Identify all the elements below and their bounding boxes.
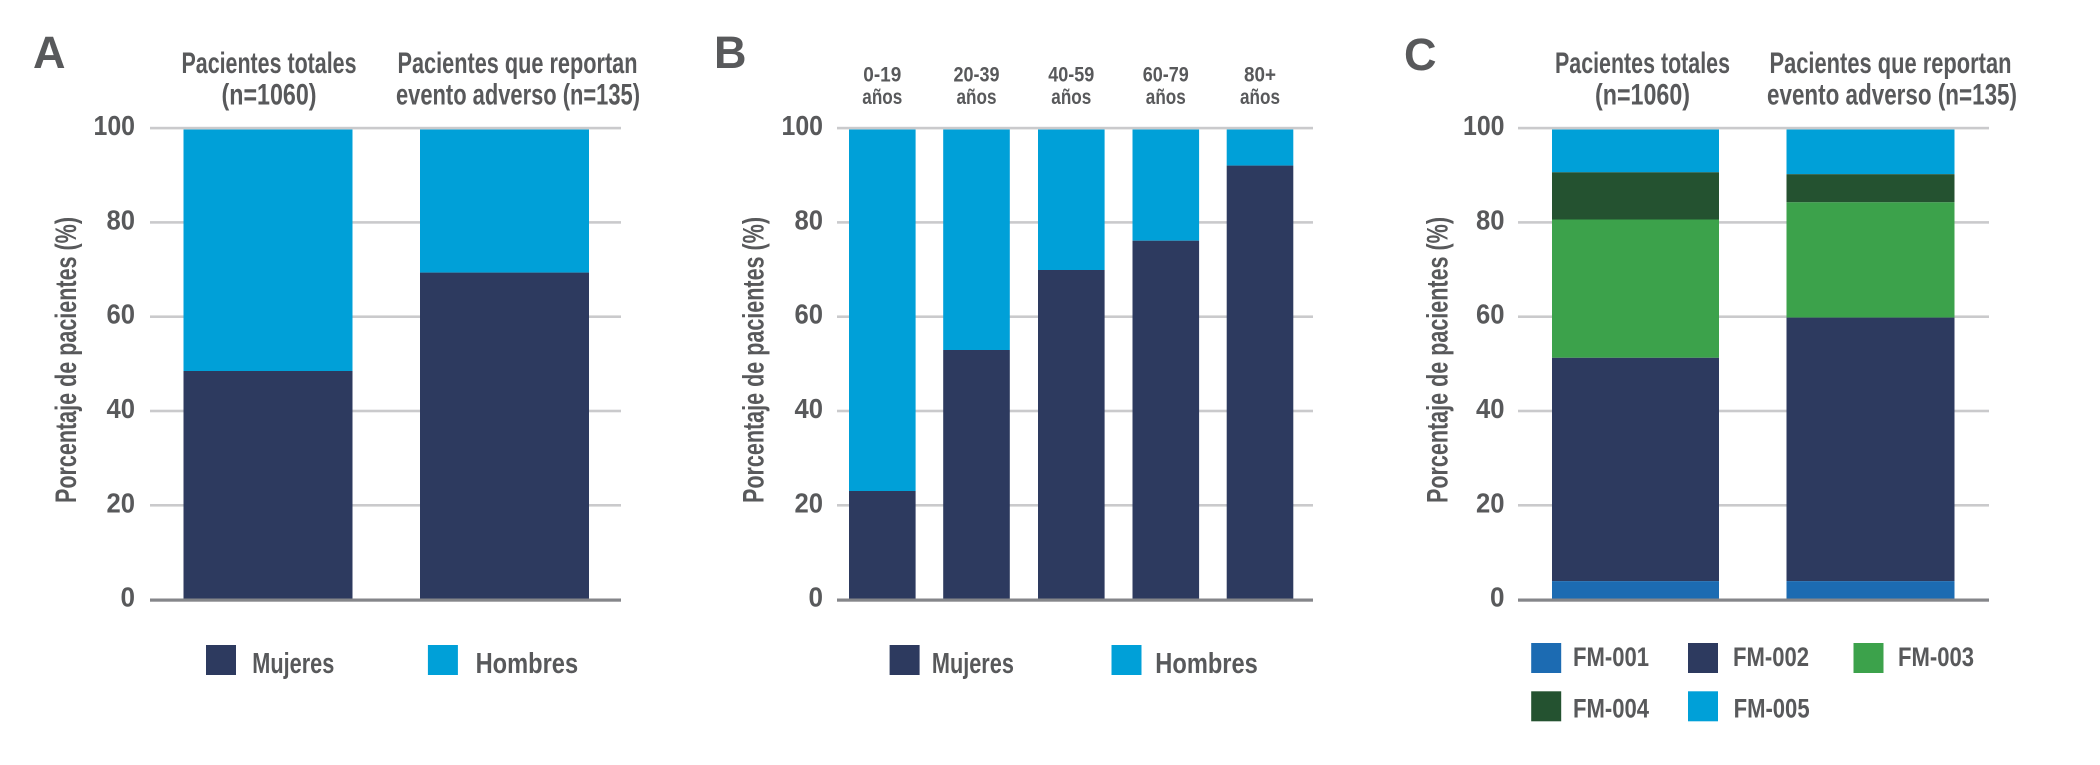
svg-text:0: 0 (121, 582, 136, 613)
svg-text:100: 100 (782, 110, 824, 141)
svg-text:40: 40 (107, 393, 136, 424)
svg-text:100: 100 (94, 110, 136, 141)
svg-text:Porcentaje de pacientes (%): Porcentaje de pacientes (%) (50, 217, 83, 503)
svg-text:A: A (33, 27, 66, 78)
svg-text:20-39: 20-39 (954, 63, 1000, 87)
svg-text:FM-002: FM-002 (1733, 642, 1809, 672)
svg-text:Mujeres: Mujeres (252, 648, 334, 680)
svg-text:Pacientes que reportan: Pacientes que reportan (1770, 47, 2012, 80)
svg-text:años: años (957, 85, 997, 109)
svg-text:0: 0 (1490, 582, 1505, 613)
svg-text:FM-005: FM-005 (1734, 693, 1810, 723)
svg-text:40: 40 (1476, 393, 1505, 424)
svg-text:FM-004: FM-004 (1573, 693, 1649, 723)
svg-text:40: 40 (795, 393, 824, 424)
svg-text:20: 20 (795, 487, 824, 518)
svg-text:Pacientes que reportan: Pacientes que reportan (398, 47, 638, 80)
svg-text:40-59: 40-59 (1048, 63, 1094, 87)
svg-text:años: años (1051, 85, 1091, 109)
svg-text:(n=1060): (n=1060) (1595, 79, 1690, 112)
svg-text:evento adverso (n=135): evento adverso (n=135) (1767, 79, 2017, 112)
svg-text:80: 80 (1476, 204, 1505, 235)
svg-text:0: 0 (809, 582, 824, 613)
svg-text:Pacientes totales: Pacientes totales (182, 47, 357, 80)
svg-text:evento adverso (n=135): evento adverso (n=135) (396, 79, 640, 112)
svg-text:(n=1060): (n=1060) (222, 79, 317, 112)
svg-text:60-79: 60-79 (1143, 63, 1189, 87)
svg-text:C: C (1404, 29, 1437, 80)
svg-text:20: 20 (107, 487, 136, 518)
svg-text:Mujeres: Mujeres (932, 648, 1014, 680)
svg-text:FM-003: FM-003 (1898, 642, 1974, 672)
svg-text:Porcentaje de pacientes (%): Porcentaje de pacientes (%) (1422, 217, 1455, 503)
svg-text:80+: 80+ (1244, 63, 1276, 87)
svg-text:Porcentaje de pacientes (%): Porcentaje de pacientes (%) (738, 217, 771, 503)
svg-text:80: 80 (107, 204, 136, 235)
svg-text:0-19: 0-19 (863, 63, 901, 87)
svg-text:60: 60 (107, 299, 136, 330)
svg-text:años: años (1240, 85, 1280, 109)
svg-text:20: 20 (1476, 487, 1505, 518)
svg-text:años: años (862, 85, 902, 109)
svg-text:60: 60 (795, 299, 824, 330)
svg-text:FM-001: FM-001 (1573, 642, 1649, 672)
svg-text:Hombres: Hombres (476, 648, 578, 680)
svg-text:Hombres: Hombres (1155, 648, 1258, 680)
svg-text:100: 100 (1463, 110, 1505, 141)
svg-text:60: 60 (1476, 299, 1505, 330)
svg-text:B: B (714, 27, 747, 78)
svg-text:80: 80 (795, 204, 824, 235)
svg-text:años: años (1146, 85, 1186, 109)
svg-text:Pacientes totales: Pacientes totales (1555, 47, 1730, 80)
